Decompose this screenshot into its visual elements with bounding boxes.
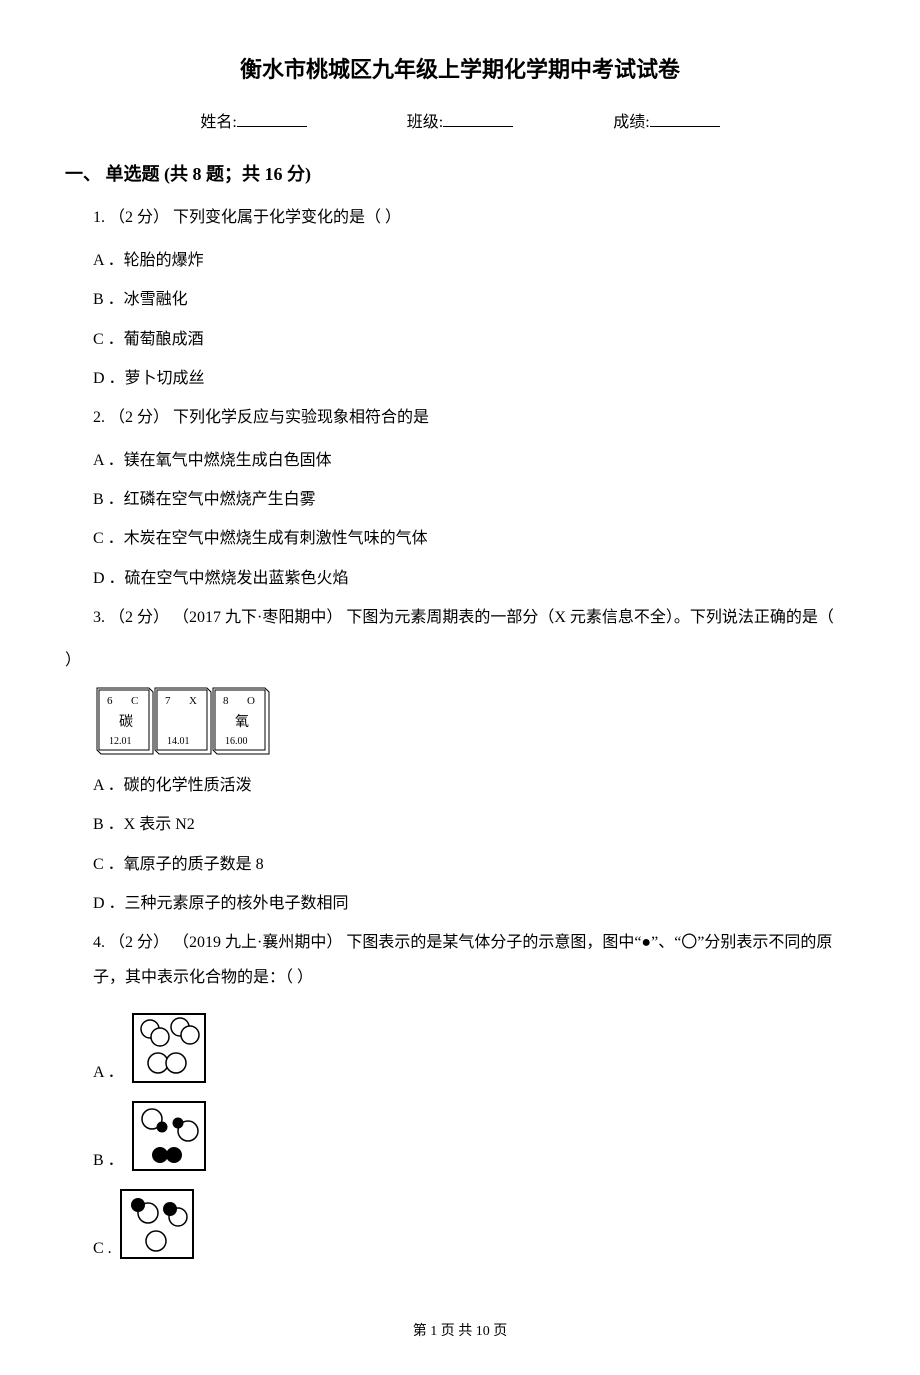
cell3-name: 氧 [235,714,249,730]
question-3-option-c: C ．氧原子的质子数是 8 [65,847,855,882]
molecule-c-icon [120,1189,194,1259]
section-number: 一、 [65,164,101,184]
question-1-option-d: D ．萝卜切成丝 [65,361,855,396]
periodic-cell-2: 7 X 14.01 [155,688,211,754]
question-3-stem-part1: 3. （2 分） （2017 九下·枣阳期中） 下图为元素周期表的一部分（X 元… [65,600,855,635]
cell3-num: 8 [223,695,229,707]
cell2-mass: 14.01 [167,736,190,747]
periodic-table-figure: 6 C 碳 12.01 7 X 14.01 8 O 氧 16.00 [93,686,855,758]
option-a-label: A ． [93,1065,124,1081]
question-4-option-c: C . [65,1189,855,1259]
name-field: 姓名: [200,108,306,138]
class-underline [443,108,513,127]
question-1-option-c: C ．葡萄酿成酒 [65,322,855,357]
molecule-b-icon [132,1101,206,1171]
question-2-option-b: B ．红磷在空气中燃烧产生白雾 [65,482,855,517]
question-3-option-d: D ．三种元素原子的核外电子数相同 [65,886,855,921]
option-c-label: C . [93,1241,112,1257]
question-1-option-b: B ．冰雪融化 [65,282,855,317]
page-title: 衡水市桃城区九年级上学期化学期中考试试卷 [65,50,855,90]
question-3-option-b: B ．X 表示 N2 [65,807,855,842]
question-2-stem: 2. （2 分） 下列化学反应与实验现象相符合的是 [65,400,855,435]
score-underline [650,108,720,127]
name-label: 姓名: [200,109,236,138]
option-b-label: B ． [93,1153,124,1169]
question-3-stem-part2: ） [65,643,855,678]
question-4-option-b: B ． [65,1101,855,1171]
cell1-num: 6 [107,695,113,707]
class-label: 班级: [407,109,443,138]
question-4-stem: 4. （2 分） （2019 九上·襄州期中） 下图表示的是某气体分子的示意图，… [65,925,855,995]
cell1-name: 碳 [119,714,133,730]
cell1-sym: C [131,695,138,707]
page-footer: 第 1 页 共 10 页 [65,1319,855,1344]
section-title: 一、 单选题 (共 8 题；共 16 分) [65,158,855,190]
score-label: 成绩: [613,109,649,138]
question-3-option-a: A ．碳的化学性质活泼 [65,768,855,803]
question-2-option-d: D ．硫在空气中燃烧发出蓝紫色火焰 [65,561,855,596]
question-4-option-a: A ． [65,1013,855,1083]
class-field: 班级: [407,108,513,138]
header-row: 姓名: 班级: 成绩: [65,108,855,138]
question-2-option-c: C ．木炭在空气中燃烧生成有刺激性气味的气体 [65,521,855,556]
score-field: 成绩: [613,108,719,138]
name-underline [237,108,307,127]
question-1-option-a: A ．轮胎的爆炸 [65,243,855,278]
section-text: 单选题 (共 8 题；共 16 分) [106,164,312,184]
molecule-a-icon [132,1013,206,1083]
periodic-cell-1: 6 C 碳 12.01 [97,688,153,754]
cell1-mass: 12.01 [109,736,132,747]
cell2-num: 7 [165,695,171,707]
cell2-sym: X [189,695,197,707]
cell3-mass: 16.00 [225,736,248,747]
question-2-option-a: A ．镁在氧气中燃烧生成白色固体 [65,443,855,478]
cell3-sym: O [247,695,255,707]
question-1-stem: 1. （2 分） 下列变化属于化学变化的是（ ） [65,200,855,235]
periodic-cell-3: 8 O 氧 16.00 [213,688,269,754]
